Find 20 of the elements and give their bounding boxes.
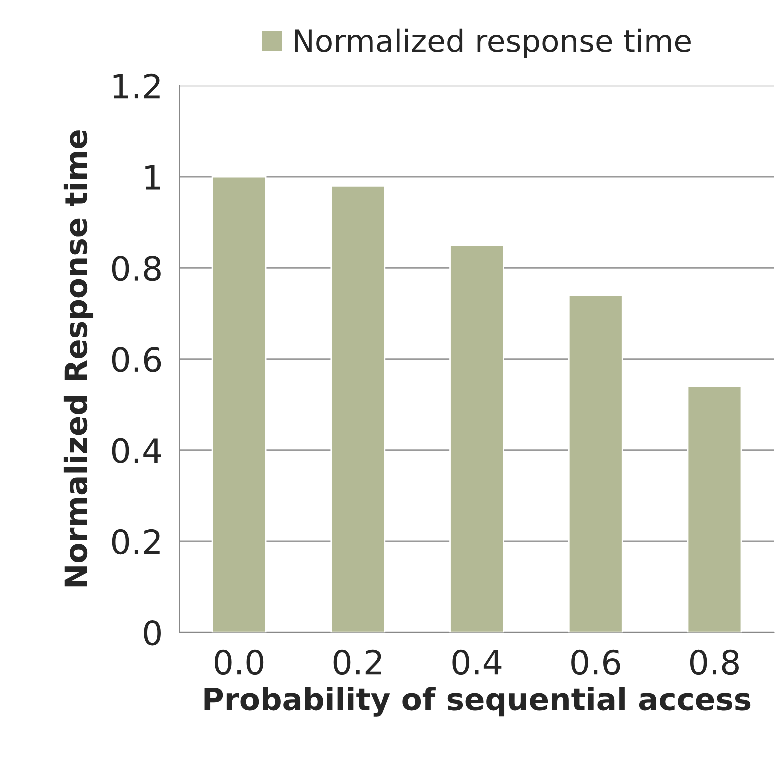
x-tick-label: 0.2	[334, 650, 382, 676]
x-axis-title: Probability of sequential access	[204, 687, 751, 717]
bar	[568, 294, 624, 633]
y-tick-label: 0.6	[112, 347, 162, 372]
legend-label: Normalized response time	[295, 28, 691, 58]
x-tick-label: 0.0	[214, 650, 264, 676]
bar	[330, 185, 386, 633]
x-tick-label: 0.4	[452, 650, 502, 676]
y-tick-label: 1	[146, 165, 160, 190]
y-tick-label: 0.4	[112, 438, 162, 464]
y-tick-label: 0	[144, 620, 161, 646]
y-axis-title: Normalized Response time	[64, 130, 94, 587]
x-tick-label: 0.6	[572, 650, 620, 676]
x-tick-label: 0.8	[690, 650, 739, 676]
y-tick-label: 0.2	[112, 529, 160, 555]
bar	[687, 386, 742, 633]
y-tick-label: 1.2	[114, 74, 160, 99]
bar	[450, 244, 504, 633]
bar	[212, 176, 267, 633]
y-tick-label: 0.8	[112, 256, 161, 282]
